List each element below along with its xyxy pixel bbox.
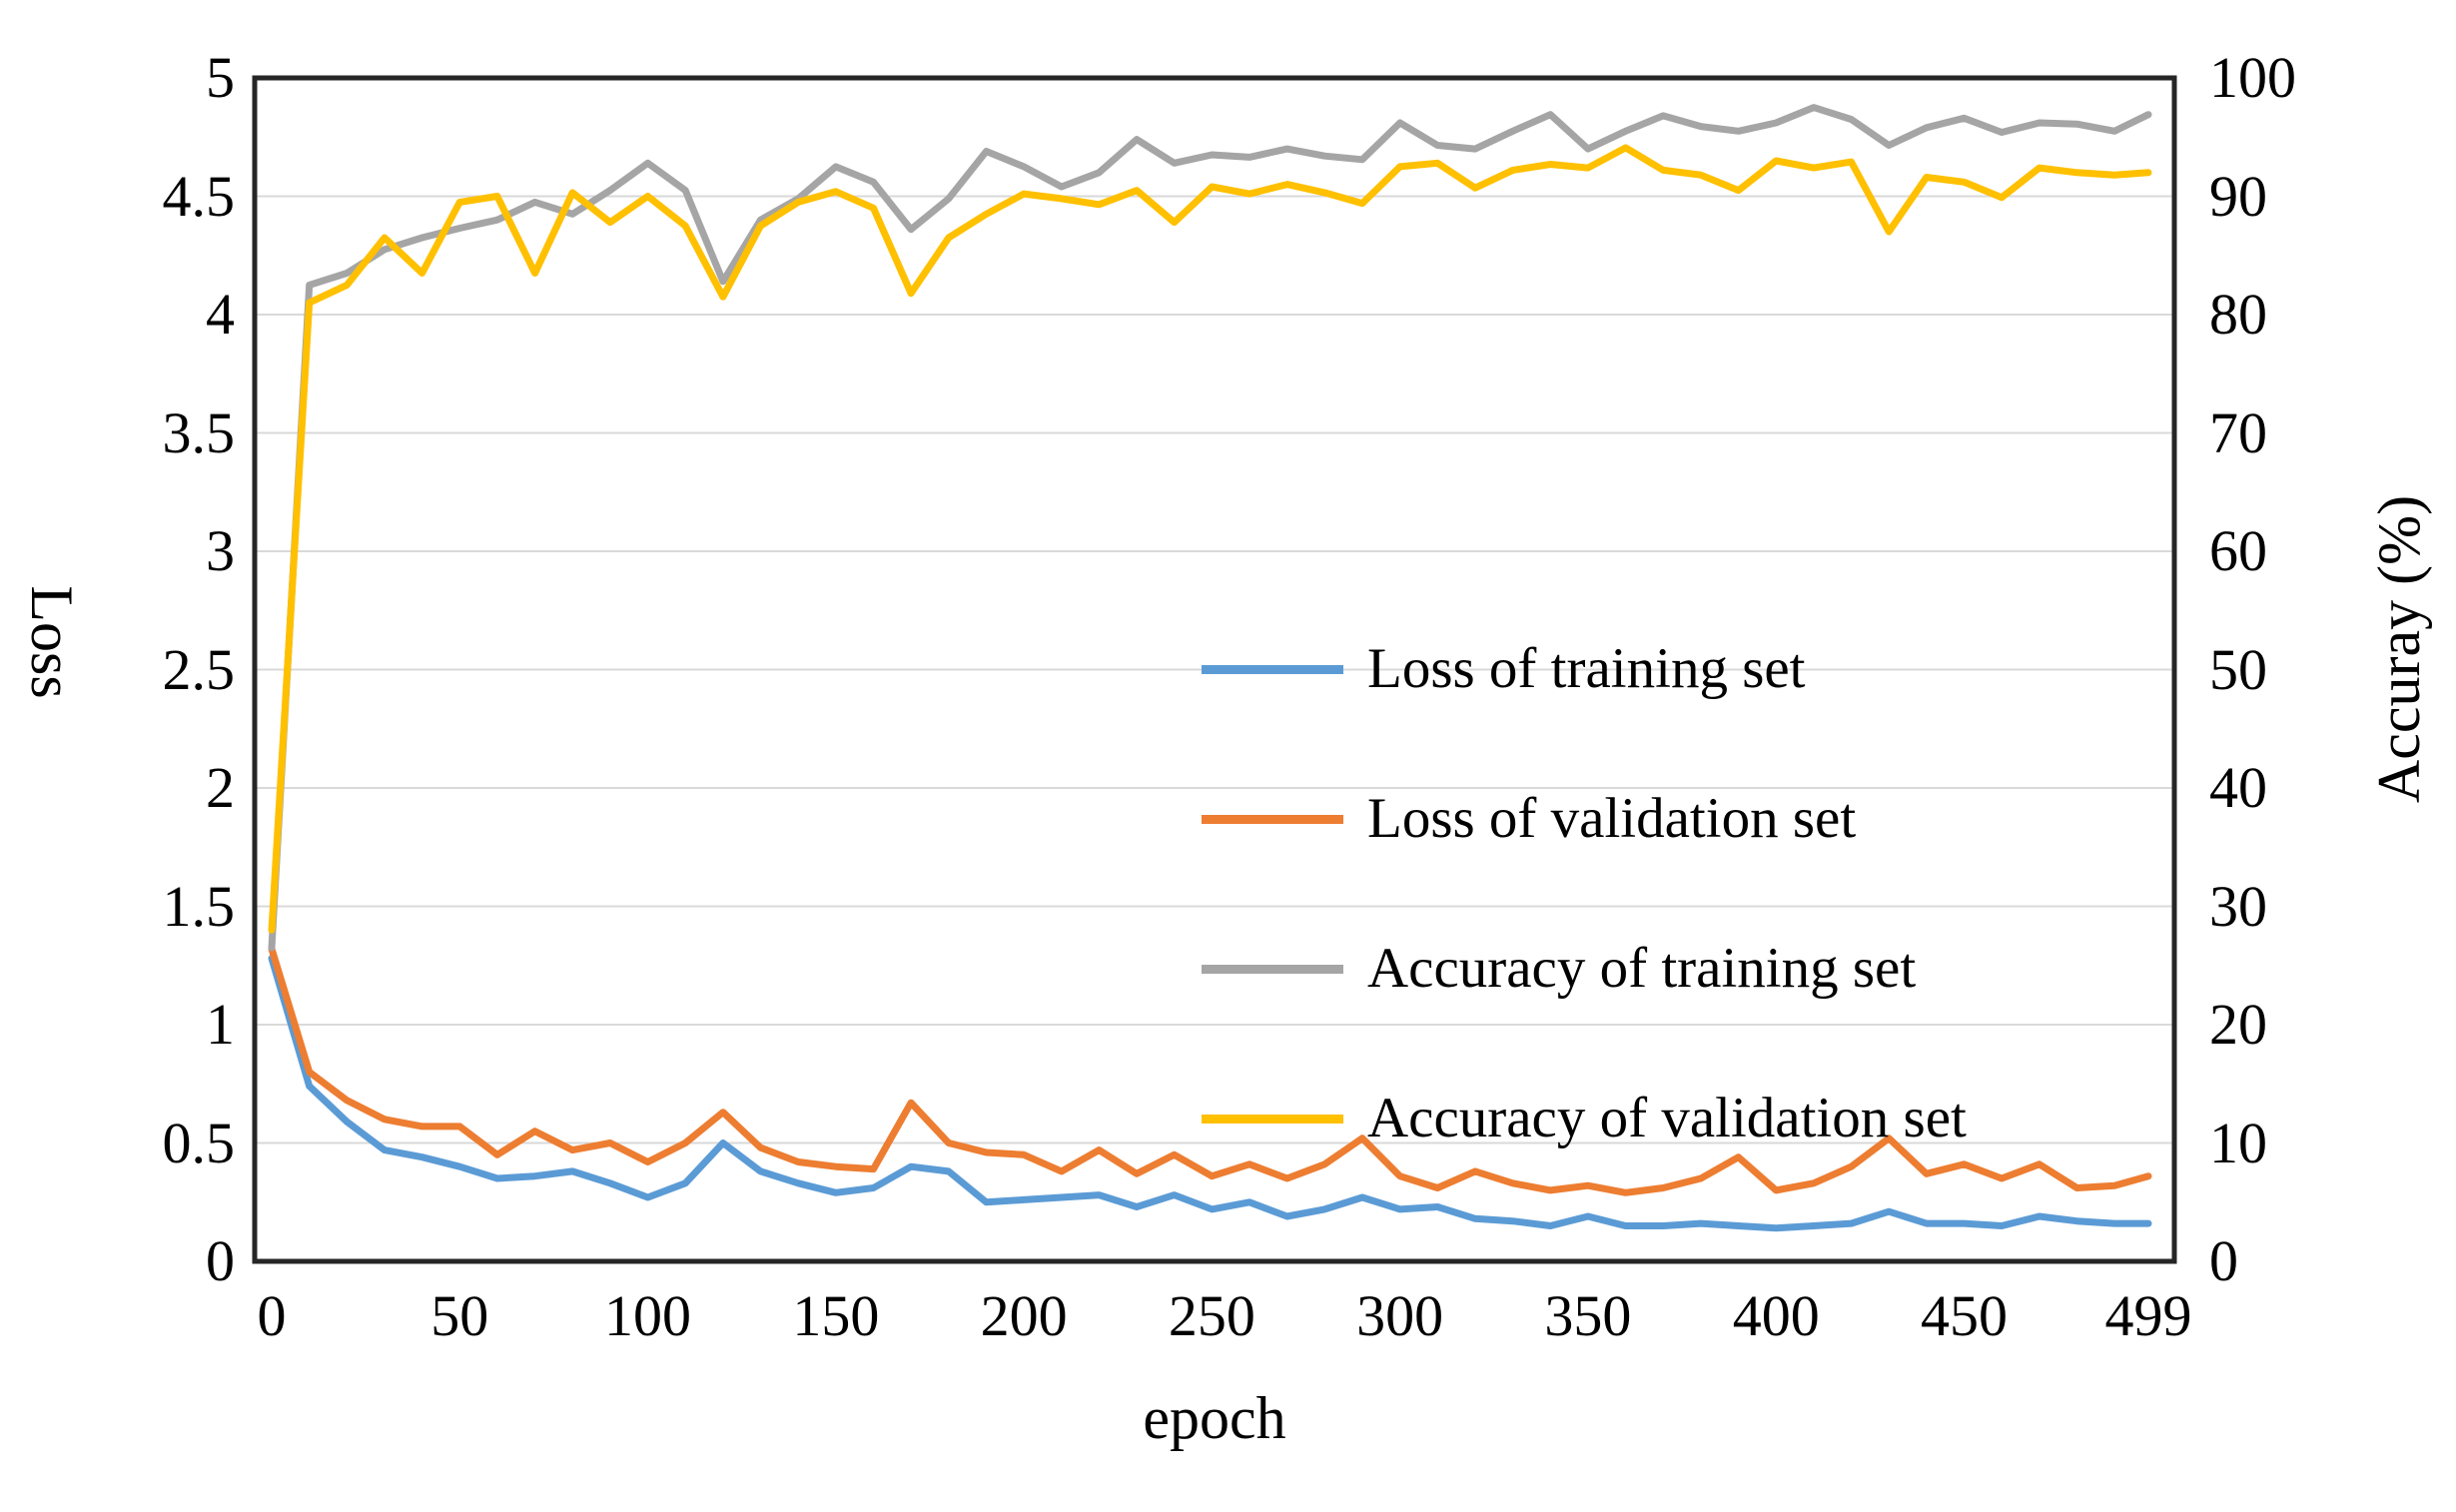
left-axis-tick-label: 1 [206, 992, 235, 1057]
legend-label: Loss of validation set [1367, 787, 1857, 850]
x-axis-tick-label: 50 [430, 1283, 489, 1348]
left-axis-tick-label: 3 [206, 518, 235, 583]
left-axis-tick-label: 4.5 [162, 163, 236, 229]
left-axis-tick-label: 0.5 [162, 1110, 236, 1175]
right-axis-tick-label: 20 [2209, 992, 2267, 1057]
left-axis-tick-label: 4 [206, 282, 235, 347]
plot-border [252, 75, 2177, 1264]
legend-item: Loss of training set [1202, 633, 1806, 705]
legend-swatch-1 [1202, 814, 1343, 824]
left-axis-tick-label: 3.5 [162, 399, 236, 465]
right-axis-tick-label: 0 [2209, 1228, 2238, 1293]
legend-label: Accuracy of training set [1367, 937, 1917, 1000]
x-axis-tick-label: 200 [980, 1283, 1068, 1348]
x-axis-tick-label: 350 [1544, 1283, 1632, 1348]
legend-swatch-2 [1202, 964, 1343, 974]
right-axis-tick-label: 60 [2209, 518, 2267, 583]
left-axis-tick-label: 5 [206, 45, 235, 110]
left-axis-tick-label: 0 [206, 1228, 235, 1293]
right-axis-tick-label: 30 [2209, 873, 2267, 939]
x-axis-tick-label: 450 [1920, 1283, 2008, 1348]
right-axis-tick-label: 70 [2209, 399, 2267, 465]
x-axis-tick-label: 400 [1732, 1283, 1820, 1348]
legend-swatch-0 [1202, 664, 1343, 674]
right-axis-tick-label: 10 [2209, 1110, 2267, 1175]
legend-swatch-3 [1202, 1114, 1343, 1124]
right-axis-tick-label: 100 [2209, 45, 2296, 110]
left-axis-tick-label: 1.5 [162, 873, 236, 939]
x-axis-tick-label: 499 [2104, 1283, 2192, 1348]
x-axis-tick-label: 150 [792, 1283, 880, 1348]
x-axis-title: epoch [1143, 1385, 1286, 1451]
right-axis-tick-label: 50 [2209, 636, 2267, 702]
right-axis-tick-label: 90 [2209, 163, 2267, 229]
right-axis-tick-label: 40 [2209, 755, 2267, 820]
x-axis-tick-label: 300 [1356, 1283, 1444, 1348]
right-axis-tick-label: 80 [2209, 282, 2267, 347]
legend-item: Accuracy of training set [1202, 933, 1916, 1005]
x-axis-tick-label: 250 [1168, 1283, 1255, 1348]
left-axis-tick-label: 2 [206, 755, 235, 820]
legend-label: Accuracy of validation set [1367, 1087, 1967, 1149]
x-axis-tick-label: 100 [604, 1283, 692, 1348]
x-axis-tick-label: 0 [257, 1283, 287, 1348]
series-line-1 [268, 945, 2152, 1196]
left-axis-tick-label: 2.5 [162, 636, 236, 702]
series-line-3 [268, 144, 2152, 934]
series-line-0 [268, 955, 2152, 1232]
legend-item: Loss of validation set [1202, 783, 1856, 855]
legend-label: Loss of training set [1367, 637, 1806, 700]
legend-item: Accuracy of validation set [1202, 1083, 1967, 1154]
